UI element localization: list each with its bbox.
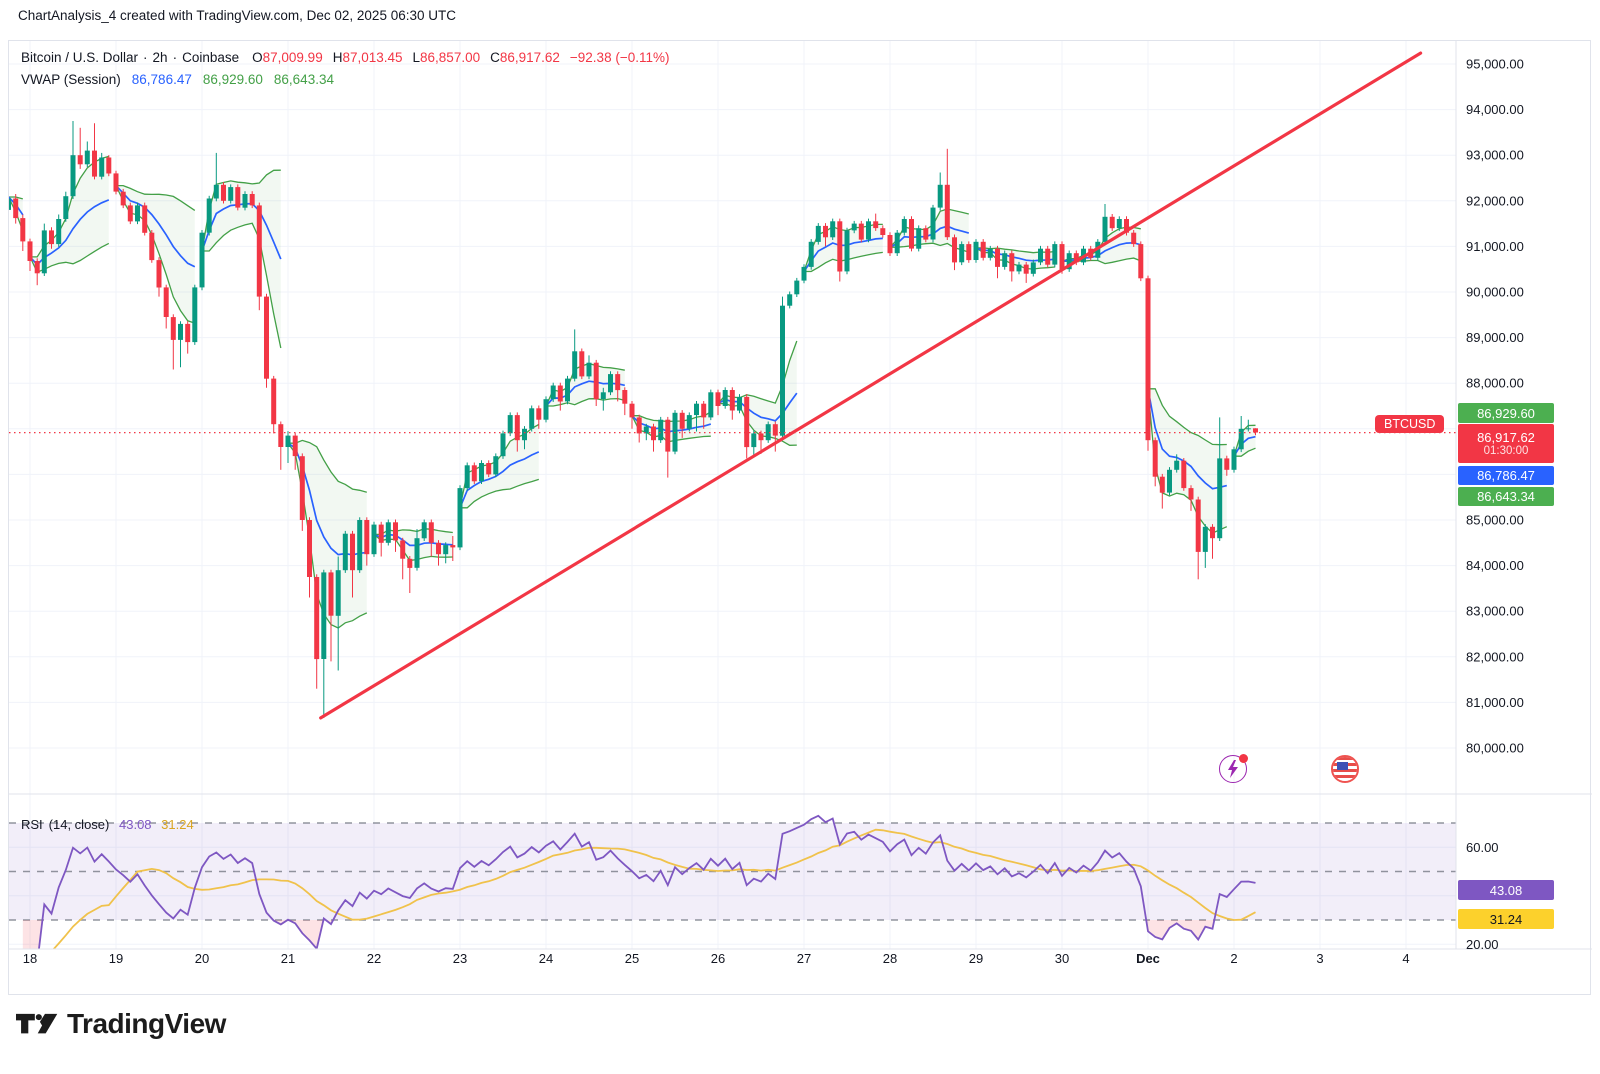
last-price-badge: 86,917.62 01:30:00 — [1458, 424, 1554, 463]
chart-legend: Bitcoin / U.S. Dollar · 2h · Coinbase O8… — [21, 47, 669, 91]
svg-text:21: 21 — [281, 951, 295, 966]
svg-text:84,000.00: 84,000.00 — [1466, 558, 1524, 573]
svg-text:20: 20 — [195, 951, 209, 966]
alert-dot-icon — [1239, 754, 1248, 763]
instant-data-lightning-icon[interactable] — [1219, 754, 1248, 783]
svg-text:2: 2 — [1230, 951, 1237, 966]
svg-text:30: 30 — [1055, 951, 1069, 966]
svg-text:90,000.00: 90,000.00 — [1466, 285, 1524, 300]
page-title: ChartAnalysis_4 created with TradingView… — [18, 8, 456, 23]
vwap-upper-badge: 86,929.60 — [1458, 403, 1554, 423]
high-value: 87,013.45 — [342, 50, 403, 65]
symbol-name[interactable]: Bitcoin / U.S. Dollar — [21, 50, 139, 65]
svg-text:88,000.00: 88,000.00 — [1466, 376, 1524, 391]
svg-text:25: 25 — [625, 951, 639, 966]
svg-text:94,000.00: 94,000.00 — [1466, 102, 1524, 117]
svg-text:93,000.00: 93,000.00 — [1466, 148, 1524, 163]
svg-text:4: 4 — [1402, 951, 1409, 966]
close-value: 86,917.62 — [499, 50, 560, 65]
vwap-lower-value: 86,643.34 — [273, 72, 334, 87]
interval-label[interactable]: 2h — [152, 50, 168, 65]
us-market-flag-icon[interactable] — [1331, 755, 1359, 783]
rsi-indicator-label[interactable]: RSI — [21, 817, 43, 832]
rsi-value-badge: 43.08 — [1458, 880, 1554, 900]
vwap-indicator-label[interactable]: VWAP (Session) — [21, 72, 121, 87]
symbol-price-tag: BTCUSD — [1375, 415, 1445, 433]
tradingview-wordmark: TradingView — [67, 1008, 226, 1039]
svg-text:82,000.00: 82,000.00 — [1466, 649, 1524, 664]
svg-text:85,000.00: 85,000.00 — [1466, 513, 1524, 528]
svg-text:22: 22 — [367, 951, 381, 966]
rsi-ma-value: 31.24 — [161, 817, 194, 832]
svg-text:19: 19 — [109, 951, 123, 966]
ohlc-values: O87,009.99 H87,013.45 L86,857.00 C86,917… — [252, 47, 669, 69]
symbol-ohlc-row: Bitcoin / U.S. Dollar · 2h · Coinbase O8… — [21, 47, 669, 69]
svg-text:27: 27 — [797, 951, 811, 966]
chart-widget[interactable]: 95,000.00 94,000.00 93,000.00 92,000.00 91,0… — [8, 40, 1592, 996]
open-value: 87,009.99 — [262, 50, 323, 65]
svg-text:95,000.00: 95,000.00 — [1466, 57, 1524, 72]
svg-text:81,000.00: 81,000.00 — [1466, 695, 1524, 710]
svg-text:24: 24 — [539, 951, 553, 966]
change-value: −92.38 (−0.11%) — [569, 50, 670, 65]
svg-text:28: 28 — [883, 951, 897, 966]
rsi-legend: RSI (14, close) 43.08 31.24 — [21, 817, 194, 832]
svg-text:26: 26 — [711, 951, 725, 966]
svg-text:80,000.00: 80,000.00 — [1466, 741, 1524, 756]
svg-text:92,000.00: 92,000.00 — [1466, 193, 1524, 208]
svg-text:Dec: Dec — [1136, 951, 1160, 966]
svg-text:20.00: 20.00 — [1466, 937, 1499, 952]
svg-text:29: 29 — [969, 951, 983, 966]
svg-text:60.00: 60.00 — [1466, 840, 1499, 855]
vwap-lower-badge: 86,643.34 — [1458, 487, 1554, 506]
svg-text:18: 18 — [23, 951, 37, 966]
rsi-value: 43.08 — [119, 817, 152, 832]
svg-text:3: 3 — [1316, 951, 1323, 966]
svg-text:89,000.00: 89,000.00 — [1466, 330, 1524, 345]
rsi-ma-badge: 31.24 — [1458, 909, 1554, 929]
svg-text:91,000.00: 91,000.00 — [1466, 239, 1524, 254]
vwap-row: VWAP (Session) 86,786.47 86,929.60 86,64… — [21, 69, 669, 91]
main-chart-canvas[interactable]: 95,000.00 94,000.00 93,000.00 92,000.00 91,0… — [9, 41, 1592, 996]
exchange-label: Coinbase — [182, 50, 240, 65]
vwap-upper-value: 86,929.60 — [202, 72, 263, 87]
svg-text:23: 23 — [453, 951, 467, 966]
bar-countdown: 01:30:00 — [1483, 445, 1529, 457]
low-value: 86,857.00 — [420, 50, 481, 65]
tradingview-mark-icon — [16, 1013, 58, 1034]
svg-text:83,000.00: 83,000.00 — [1466, 604, 1524, 619]
vwap-mid-badge: 86,786.47 — [1458, 466, 1554, 485]
vwap-mid-value: 86,786.47 — [131, 72, 192, 87]
tradingview-logo[interactable]: TradingView — [16, 1008, 226, 1040]
